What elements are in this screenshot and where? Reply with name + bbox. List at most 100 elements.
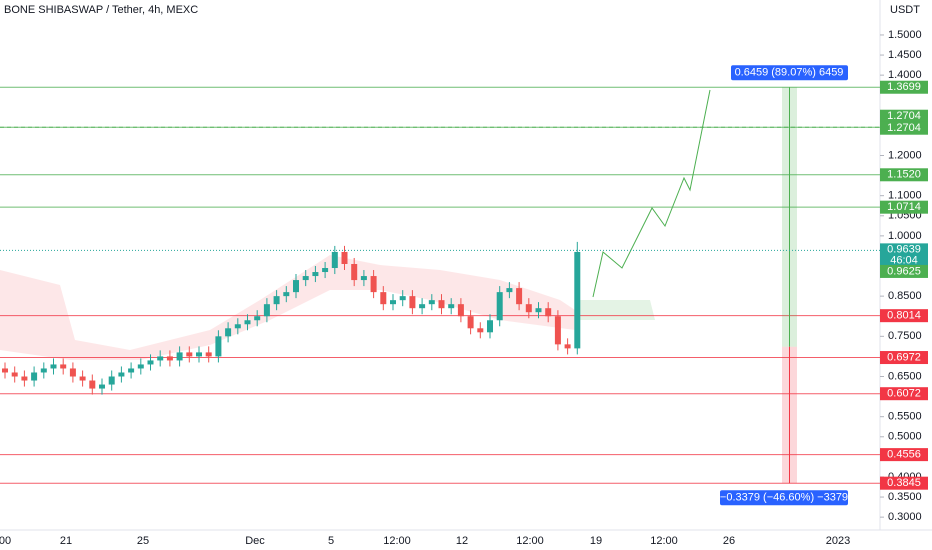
candle-body — [225, 328, 232, 337]
candle-body — [554, 316, 561, 345]
candle-body — [166, 356, 173, 361]
candle-body — [69, 368, 76, 377]
candle-body — [244, 320, 251, 325]
y-tick-label: 1.5000 — [888, 29, 922, 41]
candle-body — [564, 344, 571, 349]
y-tick-label: 0.6500 — [888, 370, 922, 382]
candle-body — [273, 296, 280, 305]
candle-body — [234, 324, 241, 329]
candle-body — [545, 308, 552, 317]
candle-body — [2, 368, 8, 373]
cloud-future — [575, 300, 655, 320]
candle-body — [79, 376, 86, 381]
level-label: 0.6972 — [887, 351, 921, 363]
candle-body — [370, 276, 377, 293]
candle-body — [283, 292, 290, 297]
level-badge — [880, 200, 928, 214]
level-label: 1.1520 — [887, 169, 921, 181]
candle-body — [128, 368, 135, 373]
candle-body — [380, 292, 387, 305]
last-price-badge — [880, 243, 928, 268]
candle-body — [351, 263, 358, 281]
level-badge — [880, 387, 928, 401]
candle-body — [535, 308, 542, 313]
level-badge — [880, 448, 928, 462]
last-price-label: 0.9639 — [887, 243, 921, 255]
candle-body — [263, 304, 270, 317]
candle-body — [205, 352, 212, 357]
measure-up-label: 0.6459 (89.07%) 6459 — [735, 67, 844, 79]
candle-body — [331, 251, 338, 269]
candle-body — [322, 268, 329, 273]
candle-body — [176, 352, 183, 361]
y-tick-label: 1.1000 — [888, 190, 922, 202]
candle-body — [99, 384, 105, 389]
candle-body — [409, 296, 416, 309]
measure-up-badge — [731, 65, 848, 81]
y-tick-label: 0.3500 — [888, 491, 922, 503]
candle-body — [50, 364, 57, 369]
level-badge — [880, 476, 928, 490]
level-label: 1.3699 — [887, 81, 921, 93]
candle-body — [477, 328, 484, 333]
level-label: 0.4556 — [887, 449, 921, 461]
level-badge — [880, 109, 928, 123]
candle-body — [312, 272, 319, 277]
x-tick-label: 12:00 — [383, 535, 411, 547]
y-tick-label: 1.0000 — [888, 230, 922, 242]
y-tick-label: 0.5500 — [888, 411, 922, 423]
candle-body — [215, 336, 222, 357]
measure-down-badge — [720, 490, 848, 506]
candle-body — [487, 320, 493, 333]
y-tick-label: 1.2000 — [888, 149, 922, 161]
level-label: 1.2704 — [887, 122, 921, 134]
x-tick-label: Dec — [245, 535, 265, 547]
candle-body — [21, 376, 28, 381]
y-tick-label: 0.8500 — [888, 290, 922, 302]
x-tick-label: 12 — [456, 535, 468, 547]
candle-body — [506, 288, 513, 293]
candle-body — [11, 372, 18, 377]
x-tick-label: 12:00 — [650, 535, 678, 547]
level-badge — [880, 168, 928, 182]
candle-body — [438, 300, 445, 309]
x-tick-label: 2023 — [826, 535, 850, 547]
countdown: 46:04 — [890, 254, 918, 266]
x-tick-label: 00 — [0, 535, 11, 547]
x-tick-label: 19 — [590, 535, 602, 547]
candle-body — [360, 276, 367, 281]
candle-body — [293, 280, 299, 293]
y-tick-label: 1.4000 — [888, 69, 922, 81]
x-tick-label: 5 — [328, 535, 334, 547]
level-label: 0.3845 — [887, 477, 921, 489]
second-price-label: 0.9625 — [887, 265, 921, 277]
candle-body — [31, 372, 38, 381]
candle-body — [341, 251, 348, 264]
candle-body — [302, 276, 309, 281]
candle-body — [40, 368, 47, 373]
level-badge — [880, 351, 928, 365]
candle-body — [496, 292, 503, 321]
candle-body — [457, 304, 464, 317]
y-tick-label: 0.3000 — [888, 511, 922, 523]
candle-body — [147, 360, 154, 365]
x-tick-label: 25 — [137, 535, 149, 547]
x-tick-label: 12:00 — [516, 535, 544, 547]
measure-down-label: −0.3379 (−46.60%) −3379 — [720, 492, 848, 504]
candle-body — [428, 300, 435, 305]
candle-body — [419, 304, 426, 309]
level-label: 1.2704 — [887, 110, 921, 122]
candle-body — [390, 300, 396, 305]
candle-body — [399, 296, 406, 301]
x-tick-label: 21 — [60, 535, 72, 547]
chart-title: BONE SHIBASWAP / Tether, 4h, MEXC — [4, 4, 198, 16]
x-tick-label: 26 — [723, 535, 735, 547]
currency: USDT — [890, 4, 920, 16]
candle-body — [525, 304, 532, 313]
y-tick-label: 1.4500 — [888, 49, 922, 61]
candle-body — [467, 316, 474, 329]
candle-body — [108, 376, 115, 385]
cloud — [0, 255, 575, 360]
